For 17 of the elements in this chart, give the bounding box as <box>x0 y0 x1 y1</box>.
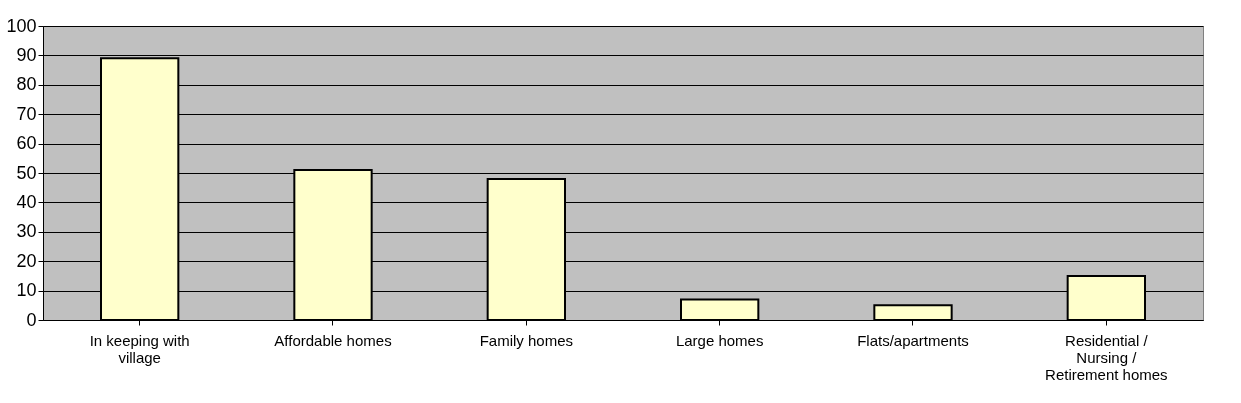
x-tick-label: Flats/apartments <box>857 331 969 349</box>
x-tick-label: Large homes <box>675 331 764 349</box>
y-tick-label: 10 <box>16 280 37 301</box>
y-tick-label: 80 <box>16 74 37 95</box>
x-tick-label: Affordable homes <box>274 331 392 349</box>
y-tick-label: 50 <box>16 162 37 183</box>
y-tick-label: 0 <box>26 309 37 330</box>
y-tick-label: 90 <box>16 44 37 65</box>
x-tick-label: Family homes <box>479 331 574 349</box>
y-tick-label: 20 <box>16 250 37 271</box>
y-tick-label: 100 <box>6 15 37 36</box>
y-tick-label: 70 <box>16 103 37 124</box>
y-tick-label: 40 <box>16 191 37 212</box>
x-tick-label: In keeping with village <box>89 331 190 366</box>
y-tick-label: 60 <box>16 133 37 154</box>
x-tick-label: Residential / Nursing / Retirement homes <box>1045 331 1168 383</box>
y-tick-label: 30 <box>16 221 37 242</box>
